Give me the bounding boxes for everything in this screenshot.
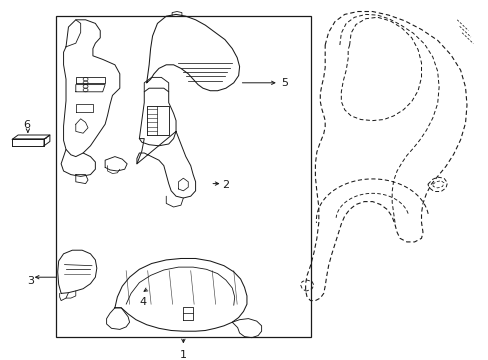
Bar bbox=[56, 16, 310, 337]
Text: 6: 6 bbox=[23, 120, 30, 130]
Text: 3: 3 bbox=[27, 276, 34, 286]
Text: 4: 4 bbox=[139, 297, 146, 307]
Text: 5: 5 bbox=[281, 78, 287, 88]
Text: 2: 2 bbox=[222, 180, 229, 190]
Text: 1: 1 bbox=[180, 350, 186, 360]
